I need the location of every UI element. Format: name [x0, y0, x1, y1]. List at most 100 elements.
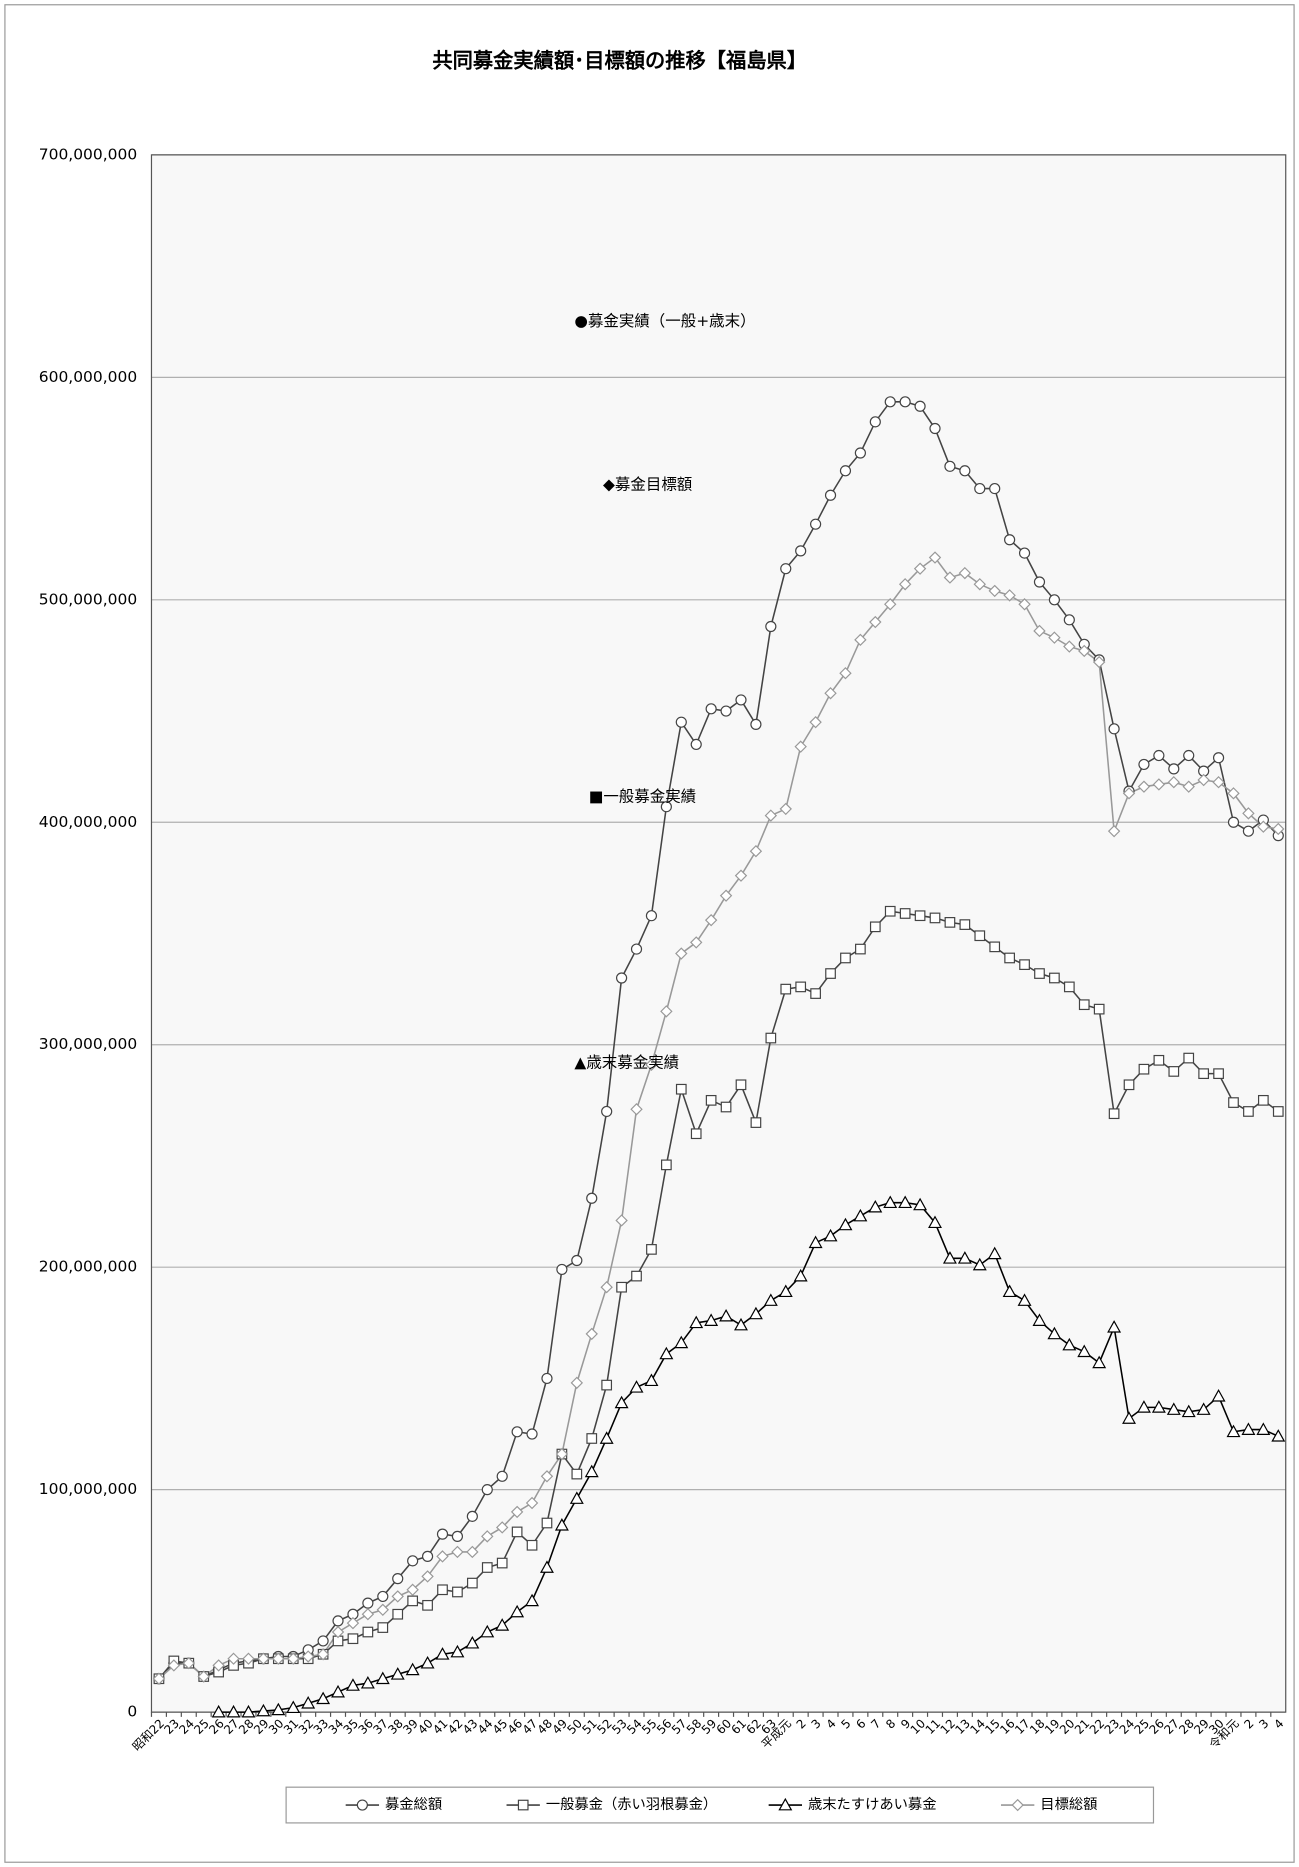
data-point: [824, 489, 837, 501]
data-point: [748, 1306, 763, 1320]
data-point: [1004, 534, 1016, 546]
data-point: [1003, 589, 1016, 602]
data-point: [571, 1468, 583, 1480]
data-point: [839, 667, 852, 680]
data-point: [437, 1584, 448, 1596]
data-point: [630, 943, 643, 955]
data-point: [1107, 1320, 1122, 1333]
data-point: [778, 1284, 793, 1298]
legend-marker: [356, 1799, 368, 1811]
data-point: [525, 1496, 539, 1510]
series-line: [158, 401, 1279, 1680]
data-point: [540, 1470, 554, 1483]
data-point: [526, 1539, 538, 1551]
data-point: [779, 802, 792, 816]
data-point: [898, 578, 912, 591]
data-point: [899, 396, 911, 408]
data-point: [840, 952, 851, 964]
data-point: [511, 1426, 523, 1438]
data-point: [913, 1197, 928, 1211]
data-point: [287, 1652, 300, 1665]
data-point: [1032, 1313, 1047, 1326]
data-point: [883, 1195, 898, 1209]
data-point: [436, 1528, 449, 1540]
data-point: [362, 1626, 374, 1638]
data-point: [525, 1593, 540, 1607]
data-point: [750, 718, 762, 730]
legend-marker: [778, 1797, 793, 1811]
data-point: [690, 936, 703, 949]
data-point: [944, 460, 956, 472]
data-point: [1196, 1402, 1211, 1415]
data-point: [1063, 640, 1076, 653]
data-point: [586, 1433, 598, 1444]
data-point: [719, 1308, 734, 1322]
data-point: [376, 1603, 390, 1616]
data-point: [839, 465, 852, 477]
data-point: [421, 1570, 434, 1583]
data-point: [884, 905, 896, 917]
data-point: [660, 1005, 673, 1018]
data-point: [1168, 763, 1180, 775]
data-point: [1018, 547, 1031, 559]
data-point: [541, 1372, 553, 1385]
data-point: [973, 578, 986, 591]
data-point: [914, 910, 926, 922]
data-point: [974, 930, 986, 942]
data-point: [689, 1315, 704, 1329]
data-point: [825, 968, 836, 979]
data-point: [1257, 820, 1270, 833]
data-point: [913, 562, 927, 575]
data-point: [928, 551, 942, 564]
data-point: [989, 941, 1001, 953]
data-point: [987, 1246, 1002, 1260]
data-point: [569, 1491, 584, 1504]
data-point: [854, 633, 867, 647]
data-point: [554, 1518, 569, 1531]
data-point: [1108, 1108, 1120, 1120]
data-point: [496, 1470, 508, 1482]
data-point: [630, 1103, 643, 1116]
data-point: [808, 1235, 823, 1249]
data-point: [854, 447, 866, 459]
data-point: [719, 889, 733, 902]
legend-label: 募金総額: [385, 1796, 442, 1813]
data-point: [212, 1659, 225, 1672]
data-point: [601, 1379, 613, 1391]
data-point: [1167, 776, 1181, 789]
data-point: [1107, 824, 1121, 838]
data-point: [1197, 773, 1210, 787]
data-point: [556, 1263, 568, 1276]
data-point: [750, 1117, 762, 1128]
data-point: [242, 1652, 255, 1665]
data-point: [943, 571, 957, 584]
data-point: [942, 1251, 957, 1264]
chart-title: 共同募金実績額･目標額の推移【福島県】: [432, 48, 807, 72]
data-point: [480, 1624, 495, 1638]
data-point: [914, 400, 926, 412]
data-point: [795, 545, 807, 557]
data-point: [704, 913, 718, 927]
data-point: [362, 1597, 374, 1609]
data-point: [1092, 655, 1106, 669]
data-point: [1138, 1063, 1150, 1075]
data-point: [1108, 723, 1120, 735]
data-point: [555, 1447, 569, 1461]
data-point: [884, 598, 897, 611]
data-point: [347, 1633, 359, 1645]
data-point: [1138, 758, 1150, 771]
data-point: [511, 1526, 523, 1538]
data-point: [1047, 1326, 1062, 1340]
data-point: [301, 1650, 315, 1663]
data-point: [496, 1557, 508, 1569]
data-point: [481, 1562, 493, 1573]
data-point: [466, 1577, 478, 1589]
data-point: [1019, 959, 1030, 971]
data-point: [1137, 780, 1151, 793]
data-point: [332, 1615, 344, 1627]
data-point: [1242, 807, 1255, 820]
data-point: [407, 1595, 419, 1607]
data-point: [1123, 1079, 1135, 1091]
data-point: [1227, 787, 1240, 800]
